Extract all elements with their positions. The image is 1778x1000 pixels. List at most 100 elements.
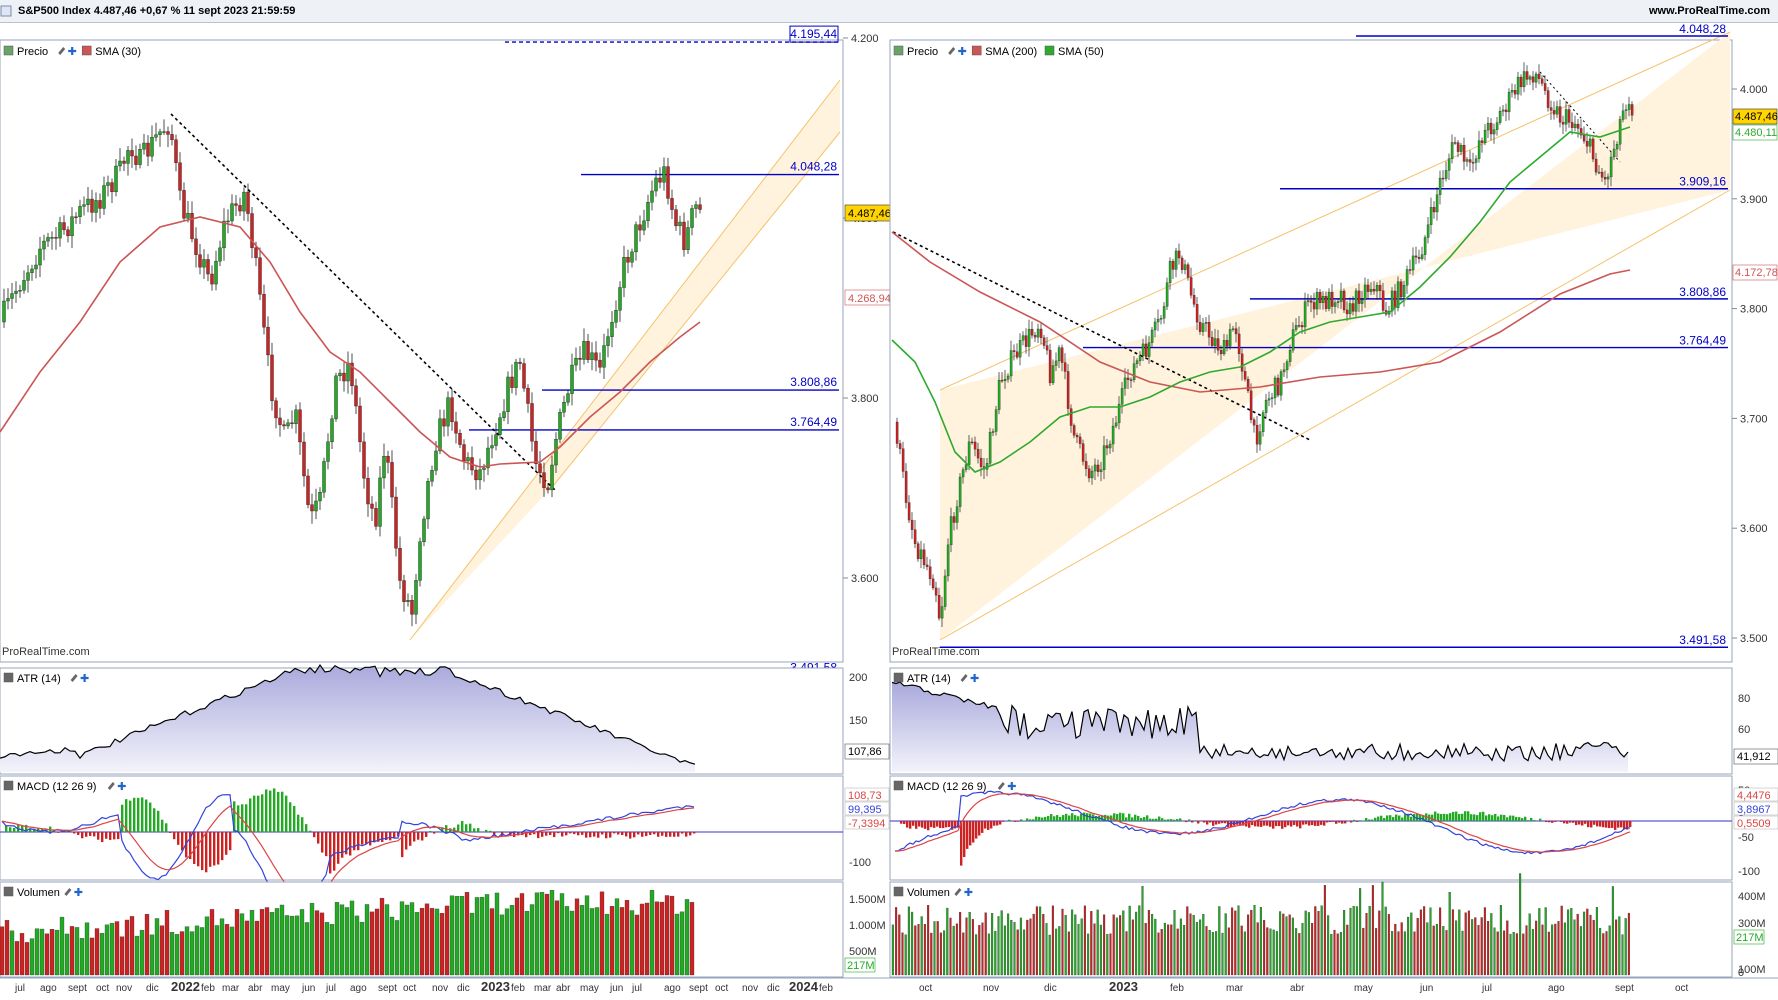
candle-body [1213,338,1217,346]
legend-sma50: SMA (50) [1058,46,1104,58]
volume-tick-label: 1.500M [849,894,886,906]
volume-bar [1263,920,1266,976]
macd-histogram-bar [329,832,332,874]
macd-histogram-bar [1368,819,1371,821]
legend-sma30: SMA (30) [95,46,141,58]
volume-value-box [1733,929,1765,945]
volume-bar [1224,913,1227,976]
candle-body [342,372,346,382]
site-url[interactable]: www.ProRealTime.com [1648,5,1770,17]
candle-body [1561,122,1565,125]
candle-body [510,376,514,388]
add-icon[interactable] [117,782,126,790]
candle-body [1519,76,1523,88]
volume-bar [349,900,355,976]
macd-histogram-bar [1041,817,1044,821]
candle-body [949,516,953,546]
candle-body [418,541,422,581]
macd-histogram-bar [909,821,912,829]
candle-body [86,198,90,205]
macd-histogram-bar [1095,815,1098,821]
macd-histogram-bar [1044,816,1047,821]
macd-histogram-bar [33,828,36,832]
candle-body [110,182,114,193]
candle-body [1522,71,1526,88]
candle-body [991,431,995,433]
add-icon[interactable] [1007,782,1016,790]
wrench-icon[interactable] [960,674,968,682]
macd-histogram-bar [1137,815,1140,821]
legend-volume: Volumen [17,887,60,899]
volume-bar [1442,926,1445,976]
candle-body [1360,299,1364,304]
add-icon[interactable] [80,674,89,682]
volume-value-box [844,957,876,973]
candle-body [1273,377,1277,398]
macd-histogram-bar [41,828,44,832]
volume-bar [269,912,275,976]
candle-body [414,580,418,615]
add-icon[interactable] [68,47,77,55]
volume-bar [134,935,140,976]
volume-bar [1240,925,1243,976]
wrench-icon[interactable] [954,888,962,896]
macd-histogram-bar [1584,821,1587,824]
add-icon[interactable] [74,888,83,896]
macd-histogram-bar [1449,813,1452,821]
legend-atr: ATR (14) [17,673,61,685]
add-icon[interactable] [970,674,979,682]
sma200-value-box [1732,264,1778,281]
volume-bar [1205,926,1208,976]
wrench-icon[interactable] [107,782,115,790]
volume-bar [1055,928,1058,976]
candle-body [454,421,458,434]
volume-bar [99,933,105,976]
candle-body [1588,138,1592,147]
candle-body [1369,288,1373,292]
macd-histogram-bar [341,832,344,858]
volume-bar [1544,907,1547,976]
x-axis-label: jul [325,983,336,994]
macd-histogram-bar [1035,816,1038,821]
wrench-icon[interactable] [948,47,956,55]
candle-body [1390,290,1394,312]
candle-body [642,220,646,231]
macd-histogram-bar [1386,815,1389,821]
macd-histogram-bar [1560,821,1563,822]
candle-body [1576,123,1580,129]
candle-body [1180,257,1184,270]
volume-bar [1227,927,1230,976]
candle-body [242,191,246,212]
candle-body [1453,142,1457,144]
macd-histogram-bar [177,832,180,845]
wrench-icon[interactable] [64,888,72,896]
macd-histogram-bar [117,832,120,840]
candle-body [226,220,230,223]
volume-bar [1215,931,1218,976]
volume-bar [1496,931,1499,976]
wrench-icon[interactable] [997,782,1005,790]
candle-body [386,455,390,463]
volume-bar [274,908,280,976]
add-icon[interactable] [958,47,967,55]
macd-histogram-bar [281,791,284,832]
add-icon[interactable] [964,888,973,896]
candle-body [582,341,586,360]
candle-body [626,257,630,263]
macd-value-label: 4,4476 [1737,790,1771,802]
wrench-icon[interactable] [70,674,78,682]
macd-histogram-bar [1161,818,1164,821]
volume-bar [1119,915,1122,976]
candle-body [658,177,662,183]
macd-histogram-bar [665,832,668,837]
volume-bar [1253,904,1256,976]
macd-histogram-bar [1608,821,1611,829]
volume-bar [1058,926,1061,976]
candle-body [430,470,434,482]
candle-body [70,216,74,237]
wrench-icon[interactable] [58,47,66,55]
macd-histogram-bar [1263,821,1266,826]
macd-histogram-bar [209,832,212,867]
macd-histogram-bar [1614,821,1617,830]
macd-histogram-bar [21,825,24,832]
